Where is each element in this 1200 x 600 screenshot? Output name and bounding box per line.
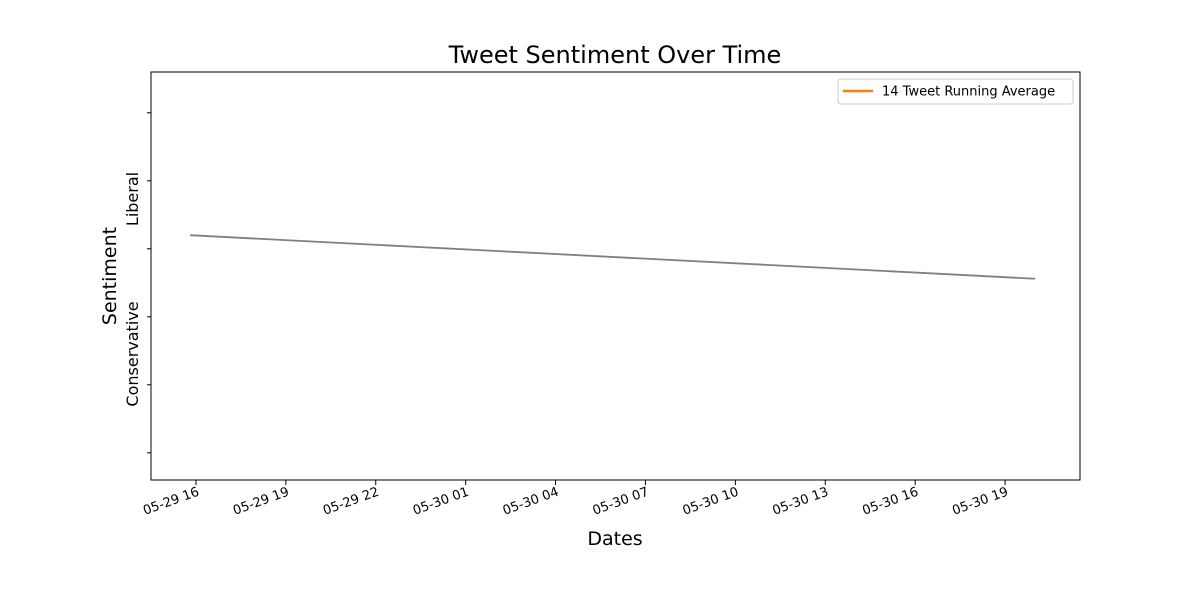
x-tick-label-5: 05-30 07 <box>591 485 651 519</box>
x-tick-label-4: 05-30 04 <box>501 485 561 519</box>
x-ticks: 05-29 16 05-29 19 05-29 22 05-30 01 05-30 04… <box>141 480 1010 519</box>
series-lines <box>189 234 1036 280</box>
y-label-conservative: Conservative <box>123 301 142 406</box>
y-ticks <box>147 112 151 454</box>
y-axis-label: Sentiment <box>99 227 121 325</box>
x-tick-label-0: 05-29 16 <box>141 485 201 519</box>
plot-area <box>150 71 1081 481</box>
legend-box <box>837 78 1074 105</box>
x-axis-label: Dates <box>587 528 642 550</box>
x-tick-label-3: 05-30 01 <box>411 485 471 519</box>
y-label-liberal: Liberal <box>123 172 142 226</box>
x-tick-label-7: 05-30 13 <box>771 485 831 519</box>
legend: 14 Tweet Running Average <box>837 78 1074 105</box>
series-line-0 <box>189 234 1036 280</box>
x-tick-label-1: 05-29 19 <box>231 485 291 519</box>
x-tick-label-8: 05-30 16 <box>860 485 920 519</box>
x-tick-label-2: 05-29 22 <box>321 485 381 519</box>
legend-label: 14 Tweet Running Average <box>882 85 1055 100</box>
x-tick-label-6: 05-30 10 <box>681 485 741 519</box>
x-tick-label-9: 05-30 19 <box>950 485 1010 519</box>
chart-title: Tweet Sentiment Over Time <box>448 41 782 69</box>
